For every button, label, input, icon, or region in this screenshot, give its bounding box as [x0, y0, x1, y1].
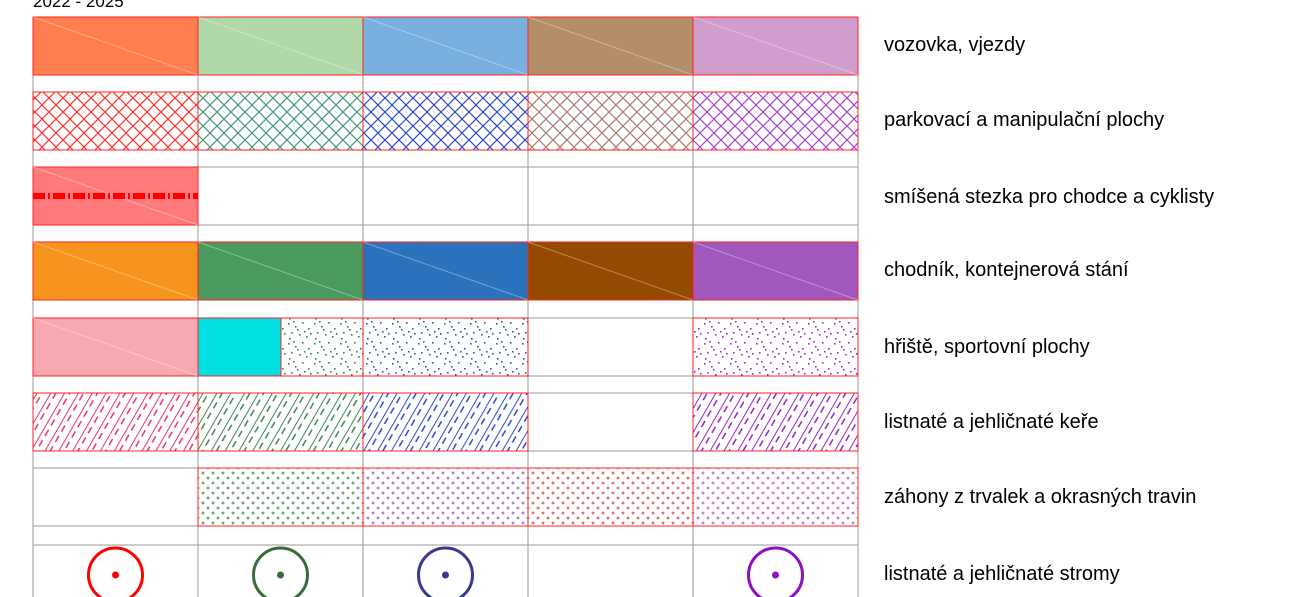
legend-label: listnaté a jehličnaté stromy	[884, 563, 1120, 585]
legend-swatch-r2-c4	[527, 91, 694, 151]
legend-swatch-r1-c5	[692, 16, 859, 76]
legend-swatch-r4-c2	[197, 241, 364, 301]
legend-swatch-r5-c3	[362, 317, 529, 377]
legend-swatch-r2-c5	[692, 91, 859, 151]
legend-label: parkovací a manipulační plochy	[884, 109, 1165, 131]
legend-swatch-r4-c3	[362, 241, 529, 301]
legend-swatch-r4-c1	[32, 241, 199, 301]
legend-swatch-r5-c5	[692, 317, 859, 377]
legend-swatch-r1-c4	[527, 16, 694, 76]
legend-grid	[32, 16, 859, 597]
legend-label: hřiště, sportovní plochy	[884, 336, 1090, 358]
legend-swatch-r8-c5	[747, 546, 804, 597]
legend-swatch-r2-c1	[32, 91, 199, 151]
legend-swatch-r4-c5	[692, 241, 859, 301]
legend-swatch-r6-c5	[692, 392, 859, 452]
legend-swatch-r7-c5	[692, 467, 859, 527]
legend-swatch-r6-c2	[197, 392, 364, 452]
legend-swatch-r3-c1	[32, 166, 199, 226]
legend-label: chodník, kontejnerová stání	[884, 259, 1129, 281]
legend-swatch-r7-c3	[362, 467, 529, 527]
legend-swatch-r8-c3	[417, 546, 474, 597]
legend-swatch-r2-c3	[362, 91, 529, 151]
legend-label: vozovka, vjezdy	[884, 34, 1026, 56]
legend-swatch-r7-c4	[527, 467, 694, 527]
legend-label: smíšená stezka pro chodce a cyklisty	[884, 186, 1215, 208]
legend-swatch-r5-c1	[32, 317, 199, 377]
legend-swatch-r4-c4	[527, 241, 694, 301]
legend-swatch-r8-c2	[252, 546, 309, 597]
period-header: 2022 - 2025	[33, 0, 124, 11]
legend-label: záhony z trvalek a okrasných travin	[884, 486, 1197, 508]
legend-swatches	[32, 16, 859, 597]
legend-swatch-r2-c2	[197, 91, 364, 151]
legend-swatch-r1-c3	[362, 16, 529, 76]
legend-swatch-r7-c2	[197, 467, 364, 527]
legend-swatch-r8-c1	[87, 546, 144, 597]
legend-label: listnaté a jehličnaté keře	[884, 411, 1099, 433]
legend-swatch-r1-c2	[197, 16, 364, 76]
legend-swatch-r6-c3	[362, 392, 529, 452]
legend-swatch-r5-c2	[197, 317, 364, 377]
legend-swatch-r6-c1	[32, 392, 199, 452]
legend-swatch-r1-c1	[32, 16, 199, 76]
